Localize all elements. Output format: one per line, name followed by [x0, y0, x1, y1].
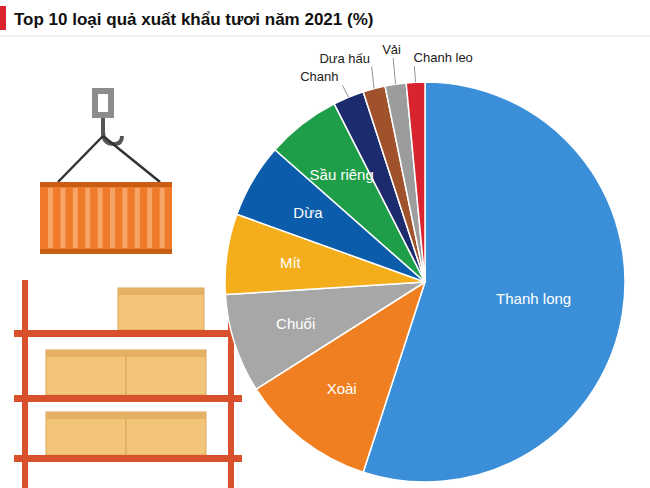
chart-root: Top 10 loại quả xuất khẩu tươi năm 2021 …	[0, 0, 650, 488]
box	[46, 412, 126, 455]
slice-label: Sầu riêng	[310, 166, 374, 183]
container-rib	[60, 188, 65, 248]
container-rib	[48, 188, 53, 248]
slice-label: Mít	[280, 254, 302, 271]
shelf-beam	[14, 395, 242, 402]
labels: Thanh long Xoài Chuối Mít Dừa Sầu riêng Chanh D…	[276, 42, 571, 397]
container-rib	[147, 188, 152, 248]
slice-label: Chuối	[276, 315, 315, 332]
pie-slice	[225, 282, 425, 389]
slice-label: Thanh long	[496, 290, 571, 307]
container-rib	[110, 188, 115, 248]
box-lid	[118, 288, 204, 295]
container-rib	[122, 188, 127, 248]
cable	[58, 136, 103, 182]
pie-slice	[406, 82, 425, 282]
box	[126, 350, 206, 395]
container	[40, 182, 172, 254]
container-rib	[98, 188, 103, 248]
box-lid	[46, 412, 126, 419]
slice-label: Dưa hấu	[319, 51, 370, 66]
box-lid	[126, 412, 206, 419]
slice-label: Vải	[382, 42, 401, 57]
slice-label: Xoài	[327, 380, 357, 397]
leader-line	[342, 85, 348, 97]
leader-line	[393, 58, 395, 84]
hook-hole	[98, 94, 108, 112]
hook-block	[92, 88, 114, 118]
shelf-beam	[14, 330, 242, 337]
pie-slice	[385, 83, 425, 282]
container-rib	[135, 188, 140, 248]
leader-line	[372, 67, 374, 89]
container-rib	[160, 188, 165, 248]
container-rib	[73, 188, 78, 248]
shelf-beam	[14, 455, 242, 462]
slice-label: Chanh leo	[414, 50, 473, 65]
title-rule	[0, 36, 650, 37]
slice-label: Chanh	[300, 69, 338, 84]
container-edge	[40, 249, 172, 254]
box-lid	[46, 350, 126, 357]
title-marker	[0, 6, 6, 30]
box-lid	[126, 350, 206, 357]
container-edge	[40, 182, 172, 187]
slice-label: Dừa	[293, 204, 323, 221]
box	[46, 350, 126, 395]
box	[126, 412, 206, 455]
box	[118, 288, 204, 330]
cable	[103, 136, 160, 182]
illustration	[14, 88, 242, 488]
pie	[225, 82, 625, 482]
title: Top 10 loại quả xuất khẩu tươi năm 2021 …	[14, 10, 373, 29]
hook	[103, 118, 122, 144]
container-rib	[85, 188, 90, 248]
leader-line	[414, 66, 415, 82]
